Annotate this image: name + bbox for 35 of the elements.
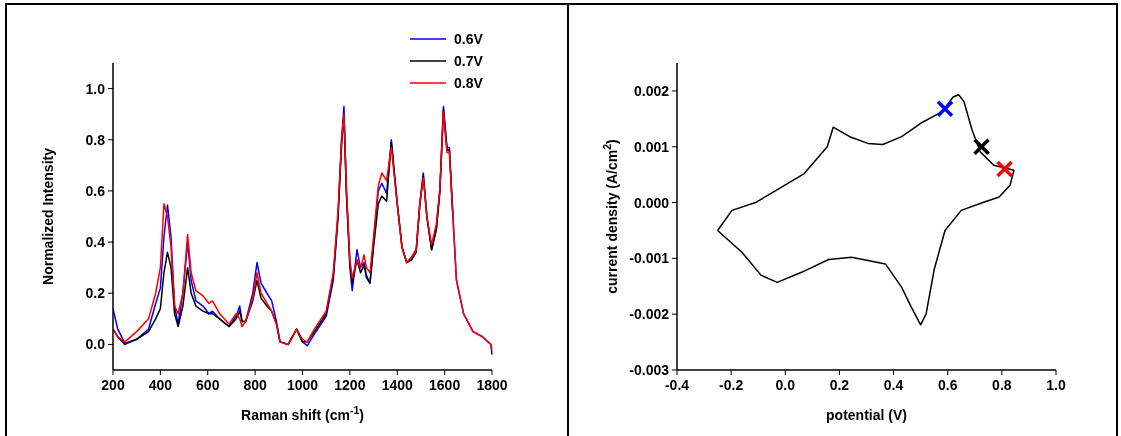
- y-tick-label: 0.6: [85, 182, 106, 199]
- x-tick-label: 400: [148, 377, 173, 393]
- x-tick-label: 0.6: [937, 377, 958, 393]
- x-tick-label: -0.4: [664, 377, 690, 393]
- x-tick-label: 0.4: [883, 377, 904, 393]
- y-tick-label: -0.002: [629, 306, 670, 323]
- y-axis-title: Normalized Intensity: [40, 147, 56, 285]
- legend-label: 0.6V: [454, 31, 484, 47]
- x-axis-title: potential (V): [826, 407, 907, 423]
- y-tick-label: 0.000: [633, 194, 670, 211]
- y-tick-label: 1.0: [85, 80, 106, 97]
- legend-label: 0.7V: [454, 53, 484, 69]
- x-tick-label: 1200: [334, 377, 366, 393]
- x-tick-label: 0.8: [992, 377, 1012, 393]
- x-tick-label: 1800: [476, 377, 508, 393]
- legend-label: 0.8V: [454, 75, 484, 91]
- x-tick-label: 1400: [381, 377, 414, 393]
- x-tick-label: 600: [196, 377, 220, 393]
- x-tick-label: 0.0: [775, 377, 796, 393]
- x-tick-label: 1000: [286, 377, 319, 393]
- x-tick-label: -0.2: [719, 377, 744, 393]
- x-tick-label: 200: [101, 377, 125, 393]
- y-tick-label: 0.2: [85, 285, 106, 302]
- y-tick-label: 0.4: [85, 234, 106, 251]
- y-tick-label: 0.8: [85, 131, 106, 148]
- x-tick-label: 0.2: [829, 377, 850, 393]
- y-tick-label: -0.003: [629, 362, 670, 378]
- x-tick-label: 800: [243, 377, 268, 393]
- y-tick-label: 0.0: [85, 336, 106, 353]
- y-tick-label: 0.001: [633, 138, 670, 155]
- x-tick-label: 1600: [429, 377, 461, 393]
- x-tick-label: 1.0: [1046, 377, 1066, 393]
- y-tick-label: -0.001: [629, 250, 670, 267]
- y-tick-label: 0.002: [633, 82, 670, 99]
- x-axis-title: Raman shift (cm$^{-1}$): [241, 404, 364, 423]
